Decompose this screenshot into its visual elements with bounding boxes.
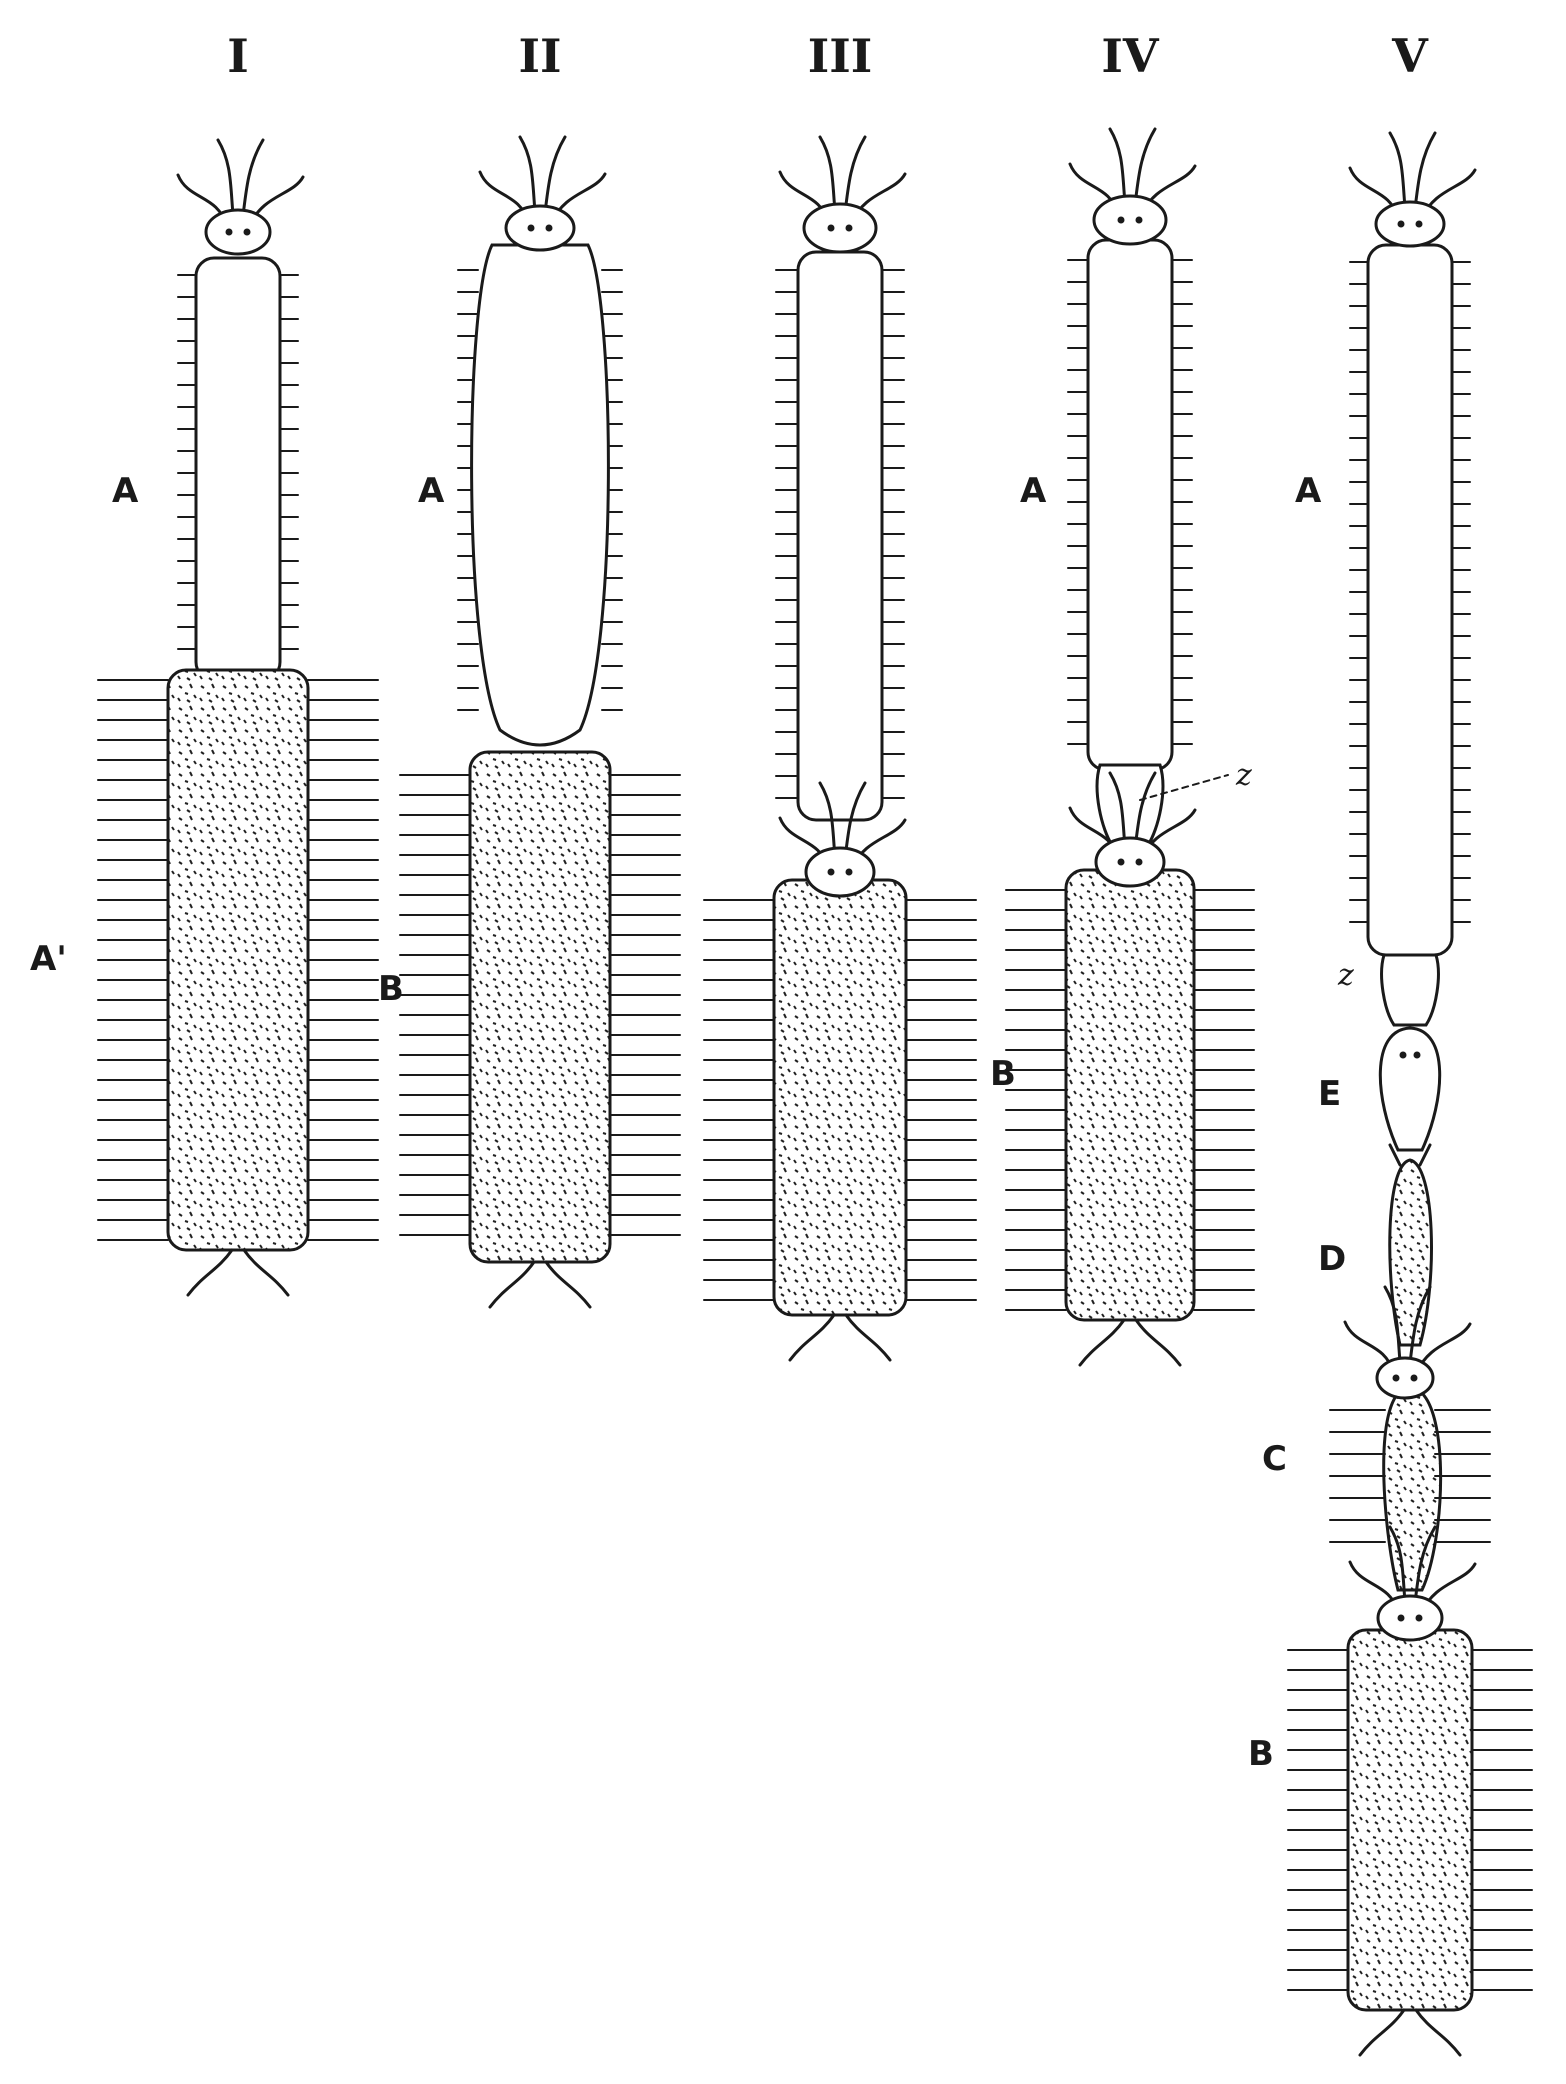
fig1-eye bbox=[243, 228, 251, 236]
fig5-b-head bbox=[1376, 1594, 1444, 1642]
label-fig5-C: C bbox=[1262, 1439, 1287, 1479]
label-fig5-z: z bbox=[1337, 958, 1354, 993]
fig3-body-lower bbox=[772, 878, 908, 1317]
figure-ii bbox=[399, 135, 681, 1309]
label-fig2-A: A bbox=[418, 471, 445, 511]
fig2-cercus bbox=[488, 1260, 536, 1309]
label-fig3-B: B bbox=[990, 1054, 1016, 1094]
fig2-eye bbox=[527, 224, 535, 232]
fig5-c-eye bbox=[1410, 1374, 1418, 1382]
fig2-eye bbox=[545, 224, 553, 232]
figure-numeral-i: I bbox=[227, 29, 249, 83]
fig3-cercus bbox=[844, 1313, 892, 1362]
fig5-b-eye bbox=[1397, 1614, 1405, 1622]
fig5-cercus bbox=[1414, 2008, 1462, 2057]
fig4-head bbox=[1092, 194, 1168, 246]
figure-iv bbox=[1005, 127, 1255, 1367]
label-fig1-A: A bbox=[112, 471, 139, 511]
fig1-body-upper bbox=[194, 256, 282, 682]
fig5-segment-c bbox=[1382, 1388, 1443, 1592]
fig5-head bbox=[1374, 200, 1446, 248]
fig1-cercus bbox=[242, 1248, 290, 1297]
label-fig4-A: A bbox=[1020, 471, 1047, 511]
figure-numeral-iii: III bbox=[808, 29, 873, 83]
fig3-cercus bbox=[788, 1313, 836, 1362]
label-fig5-E: E bbox=[1318, 1074, 1341, 1114]
fig5-b-eye bbox=[1415, 1614, 1423, 1622]
fig3-second-eye bbox=[845, 868, 853, 876]
fig5-d-antenna bbox=[1388, 1143, 1432, 1167]
fig5-eye bbox=[1397, 220, 1405, 228]
figure-numeral-ii: II bbox=[518, 29, 561, 83]
fig4-second-head bbox=[1094, 836, 1166, 888]
fig5-cercus bbox=[1358, 2008, 1406, 2057]
fig2-body-lower bbox=[468, 750, 612, 1264]
fig3-body-upper bbox=[796, 250, 884, 822]
label-fig5-B: B bbox=[1248, 1734, 1274, 1774]
fig4-eye bbox=[1117, 216, 1125, 224]
fig5-e-eye bbox=[1413, 1051, 1421, 1059]
fig1-head bbox=[204, 208, 272, 256]
fig2-body-upper bbox=[470, 243, 610, 747]
label-fig1-A-prime: A' bbox=[30, 939, 67, 979]
fig1-eye bbox=[225, 228, 233, 236]
fig4-cercus bbox=[1078, 1318, 1126, 1367]
fig1-body-lower bbox=[166, 668, 310, 1252]
fig5-c-head bbox=[1375, 1356, 1435, 1400]
fig4-z-pointer bbox=[1139, 774, 1229, 801]
fig3-head bbox=[802, 202, 878, 254]
fig5-c-eye bbox=[1392, 1374, 1400, 1382]
fig3-eye bbox=[827, 224, 835, 232]
fig4-cercus bbox=[1134, 1318, 1182, 1367]
fig3-eye bbox=[845, 224, 853, 232]
fig2-head bbox=[504, 204, 576, 252]
label-fig4-z: z bbox=[1235, 758, 1252, 793]
fig4-second-eye bbox=[1117, 858, 1125, 866]
fig5-zone-z bbox=[1380, 953, 1440, 1027]
fig5-segment-d bbox=[1388, 1158, 1433, 1347]
figure-iii bbox=[703, 135, 977, 1362]
label-fig5-A: A bbox=[1295, 471, 1322, 511]
fig4-second-eye bbox=[1135, 858, 1143, 866]
fig2-cercus bbox=[544, 1260, 592, 1309]
fig5-body-lower bbox=[1346, 1628, 1474, 2012]
fig3-second-eye bbox=[827, 868, 835, 876]
fig4-body-upper bbox=[1086, 238, 1174, 772]
figure-numeral-v: V bbox=[1391, 29, 1429, 83]
figure-numeral-iv: IV bbox=[1101, 29, 1160, 83]
fig1-cercus bbox=[186, 1248, 234, 1297]
fig5-e-eye bbox=[1399, 1051, 1407, 1059]
figure-i bbox=[97, 138, 379, 1297]
fig5-eye bbox=[1415, 220, 1423, 228]
fig4-eye bbox=[1135, 216, 1143, 224]
fig4-body-lower bbox=[1064, 868, 1196, 1322]
fig5-segment-e bbox=[1378, 1026, 1442, 1152]
label-fig2-B: B bbox=[378, 969, 404, 1009]
label-fig5-D: D bbox=[1318, 1239, 1346, 1279]
fig5-body-upper bbox=[1366, 243, 1454, 957]
fig3-second-head bbox=[804, 846, 876, 898]
figure-v bbox=[1287, 131, 1533, 2057]
